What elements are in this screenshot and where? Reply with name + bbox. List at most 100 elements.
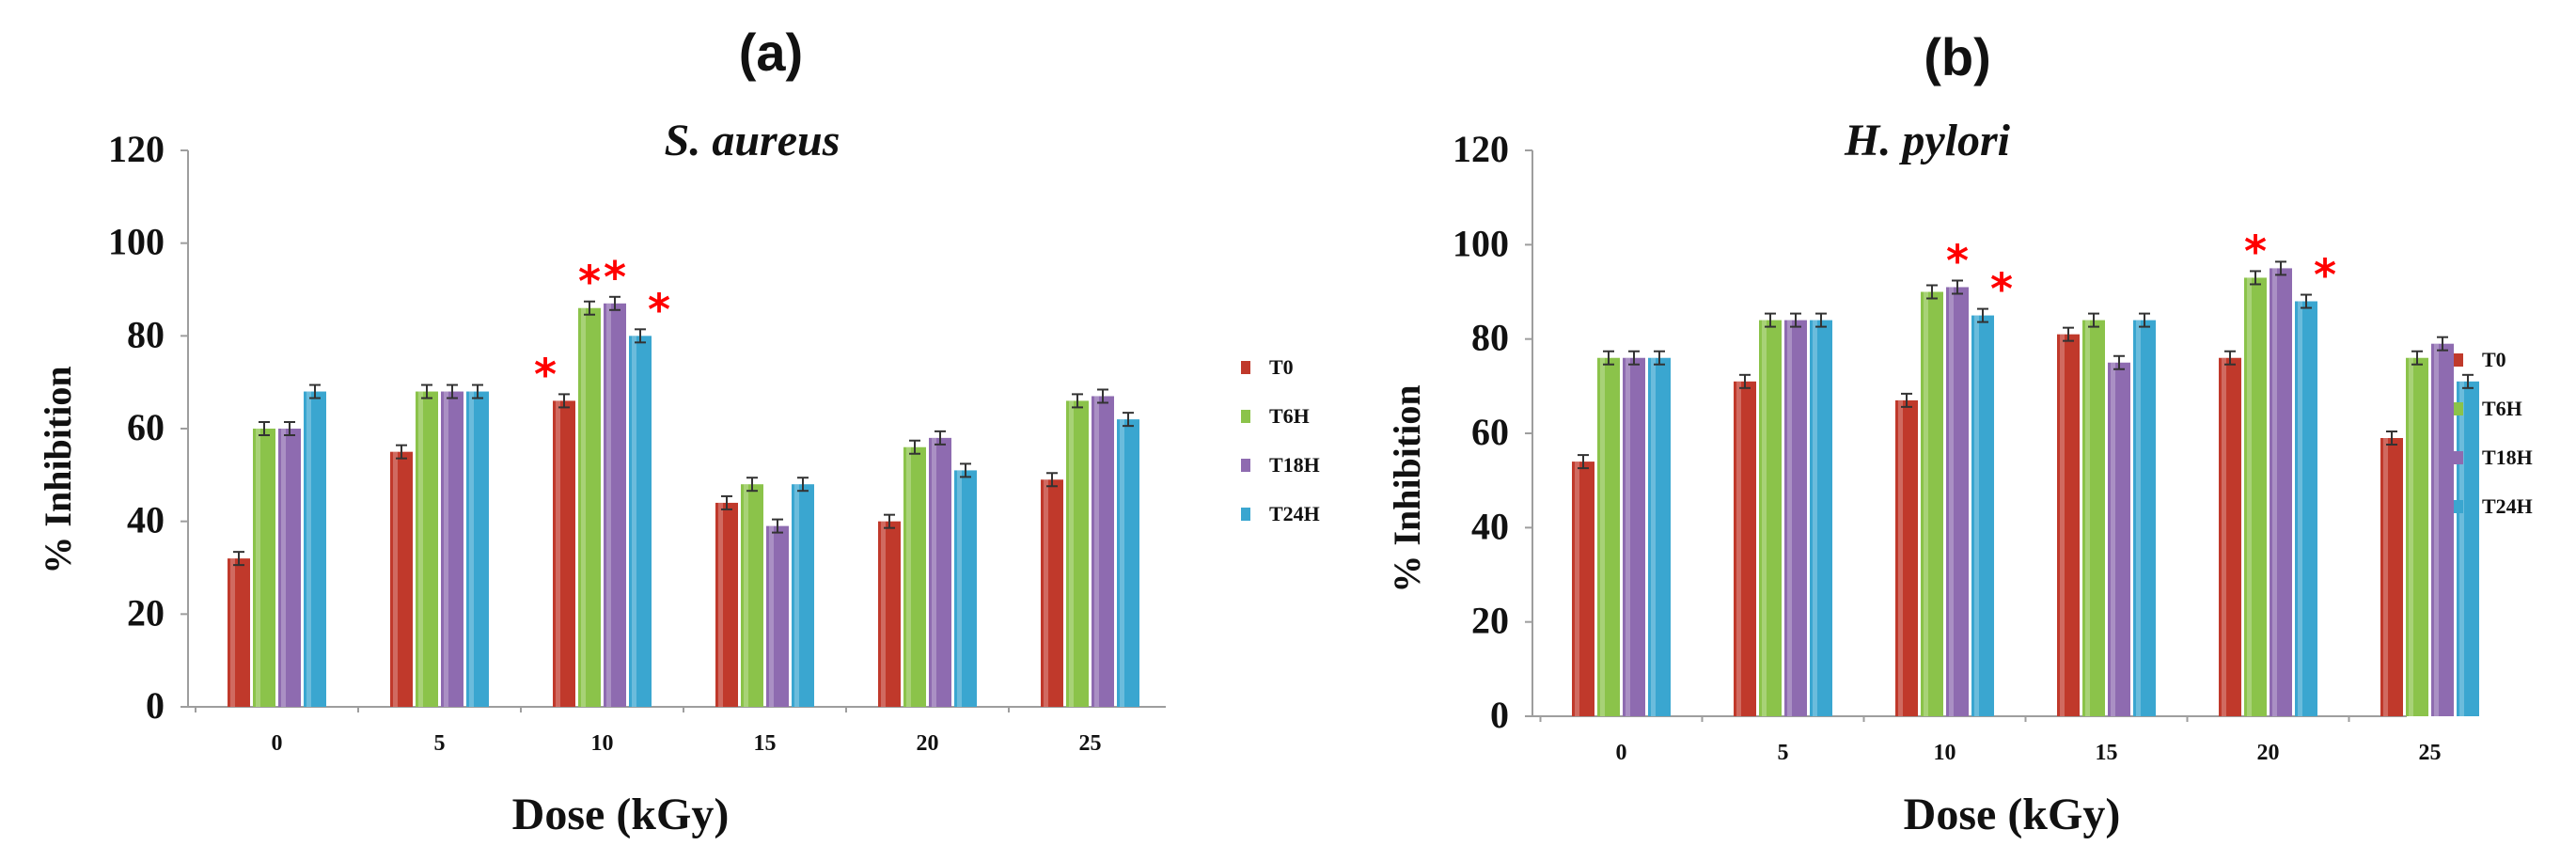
bar (1623, 350, 1645, 716)
bar (2295, 293, 2317, 716)
bar-body (2270, 268, 2292, 716)
bar (1759, 312, 1782, 716)
panel-label: (b) (1924, 27, 1991, 86)
bar-highlight (2298, 301, 2302, 716)
bar (441, 384, 463, 707)
chart-panel-a: (a) S. aureus % Inhibition Dose (kGy) 0 2… (37, 23, 1320, 839)
bar-body (1734, 381, 1756, 716)
bar-highlight (1575, 462, 1579, 716)
bar-body (1810, 320, 1832, 716)
y-tick-label: 60 (127, 406, 165, 448)
bar-highlight (1949, 287, 1954, 716)
bar-body (228, 558, 250, 707)
bar-highlight (418, 391, 423, 707)
x-tick-label: 15 (754, 731, 777, 756)
significance-markers: **** (1946, 226, 2336, 314)
y-tick-label: 40 (1471, 505, 1509, 547)
bar-highlight (2434, 343, 2439, 716)
x-tick-label: 20 (2257, 741, 2280, 765)
bar-body (441, 391, 463, 707)
x-tick-label: 10 (591, 731, 614, 756)
bar (878, 513, 901, 707)
bar (1117, 412, 1139, 707)
y-tick-label: 100 (108, 221, 165, 263)
legend-label: T0 (1269, 355, 1294, 379)
bar-body (792, 484, 814, 707)
bar (1041, 472, 1063, 707)
y-axis-label: % Inhibition (1386, 384, 1428, 592)
x-tick-label: 25 (2419, 741, 2442, 765)
chart-panel-b: (b) H. pylori % Inhibition Dose (kGy) 0 2… (1386, 27, 2533, 839)
bar (1648, 350, 1671, 716)
bar-body (304, 391, 326, 707)
bar-highlight (2222, 357, 2226, 716)
bar (1921, 284, 1943, 716)
y-tick-label: 100 (1453, 222, 1509, 264)
y-tick-label: 120 (1453, 128, 1509, 170)
bar (929, 430, 951, 707)
significance-markers: **** (534, 252, 670, 400)
bar-highlight (1044, 479, 1048, 707)
bar (792, 477, 814, 707)
bar (578, 300, 601, 707)
panel-label: (a) (739, 23, 803, 82)
legend-label: T6H (2482, 397, 2522, 420)
bar-highlight (2409, 357, 2413, 716)
bar-body (1946, 287, 1969, 716)
bar-body (253, 429, 275, 707)
bar-body (2406, 357, 2428, 716)
bar (1092, 388, 1114, 707)
y-axis-label: % Inhibition (37, 366, 79, 573)
y-tick-label: 60 (1471, 411, 1509, 453)
bar (1784, 312, 1807, 716)
bar-highlight (256, 429, 260, 707)
bar-body (1921, 291, 1943, 716)
bar (553, 393, 575, 707)
bar-highlight (1813, 320, 1817, 716)
bar-body (1759, 320, 1782, 716)
bar (2244, 270, 2267, 716)
bar-body (390, 451, 413, 707)
bar-highlight (957, 470, 962, 707)
bar-body (878, 521, 901, 707)
bar-body (2431, 343, 2454, 716)
significance-star: * (648, 284, 670, 335)
bar (304, 384, 326, 707)
bars (1572, 260, 2479, 716)
x-tick-label: 15 (2096, 741, 2118, 765)
bar-body (1784, 320, 1807, 716)
bar-highlight (2459, 381, 2464, 716)
bar-highlight (2060, 334, 2065, 716)
bar-body (1597, 357, 1620, 716)
bar-highlight (769, 525, 774, 707)
bar-highlight (932, 437, 936, 707)
bar (1066, 393, 1089, 707)
legend: T0 T6H T18H T24H (2454, 348, 2533, 518)
y-tick-label: 40 (127, 499, 165, 541)
bar-body (1066, 400, 1089, 707)
bar-body (553, 400, 575, 707)
legend-swatch (2454, 402, 2463, 415)
x-tick-label: 20 (917, 731, 939, 756)
bar-body (2295, 301, 2317, 716)
significance-star: * (1990, 264, 2013, 315)
bar-highlight (393, 451, 398, 707)
bar (1734, 373, 1756, 716)
bar-body (766, 525, 789, 707)
significance-star: * (2314, 250, 2336, 301)
bar-highlight (2085, 320, 2090, 716)
bar (2406, 350, 2428, 716)
significance-star: * (1946, 235, 1969, 286)
legend-swatch (1241, 508, 1250, 521)
bar-body (2219, 357, 2241, 716)
bar-highlight (1651, 357, 1656, 716)
bar (278, 421, 301, 707)
bar-highlight (230, 558, 235, 707)
legend-label: T18H (1269, 453, 1320, 477)
legend-swatch (1241, 410, 1250, 423)
y-tick-label: 80 (127, 313, 165, 355)
bar-highlight (606, 303, 611, 707)
bar (1597, 350, 1620, 716)
bar-body (954, 470, 977, 707)
bar (2270, 260, 2292, 716)
